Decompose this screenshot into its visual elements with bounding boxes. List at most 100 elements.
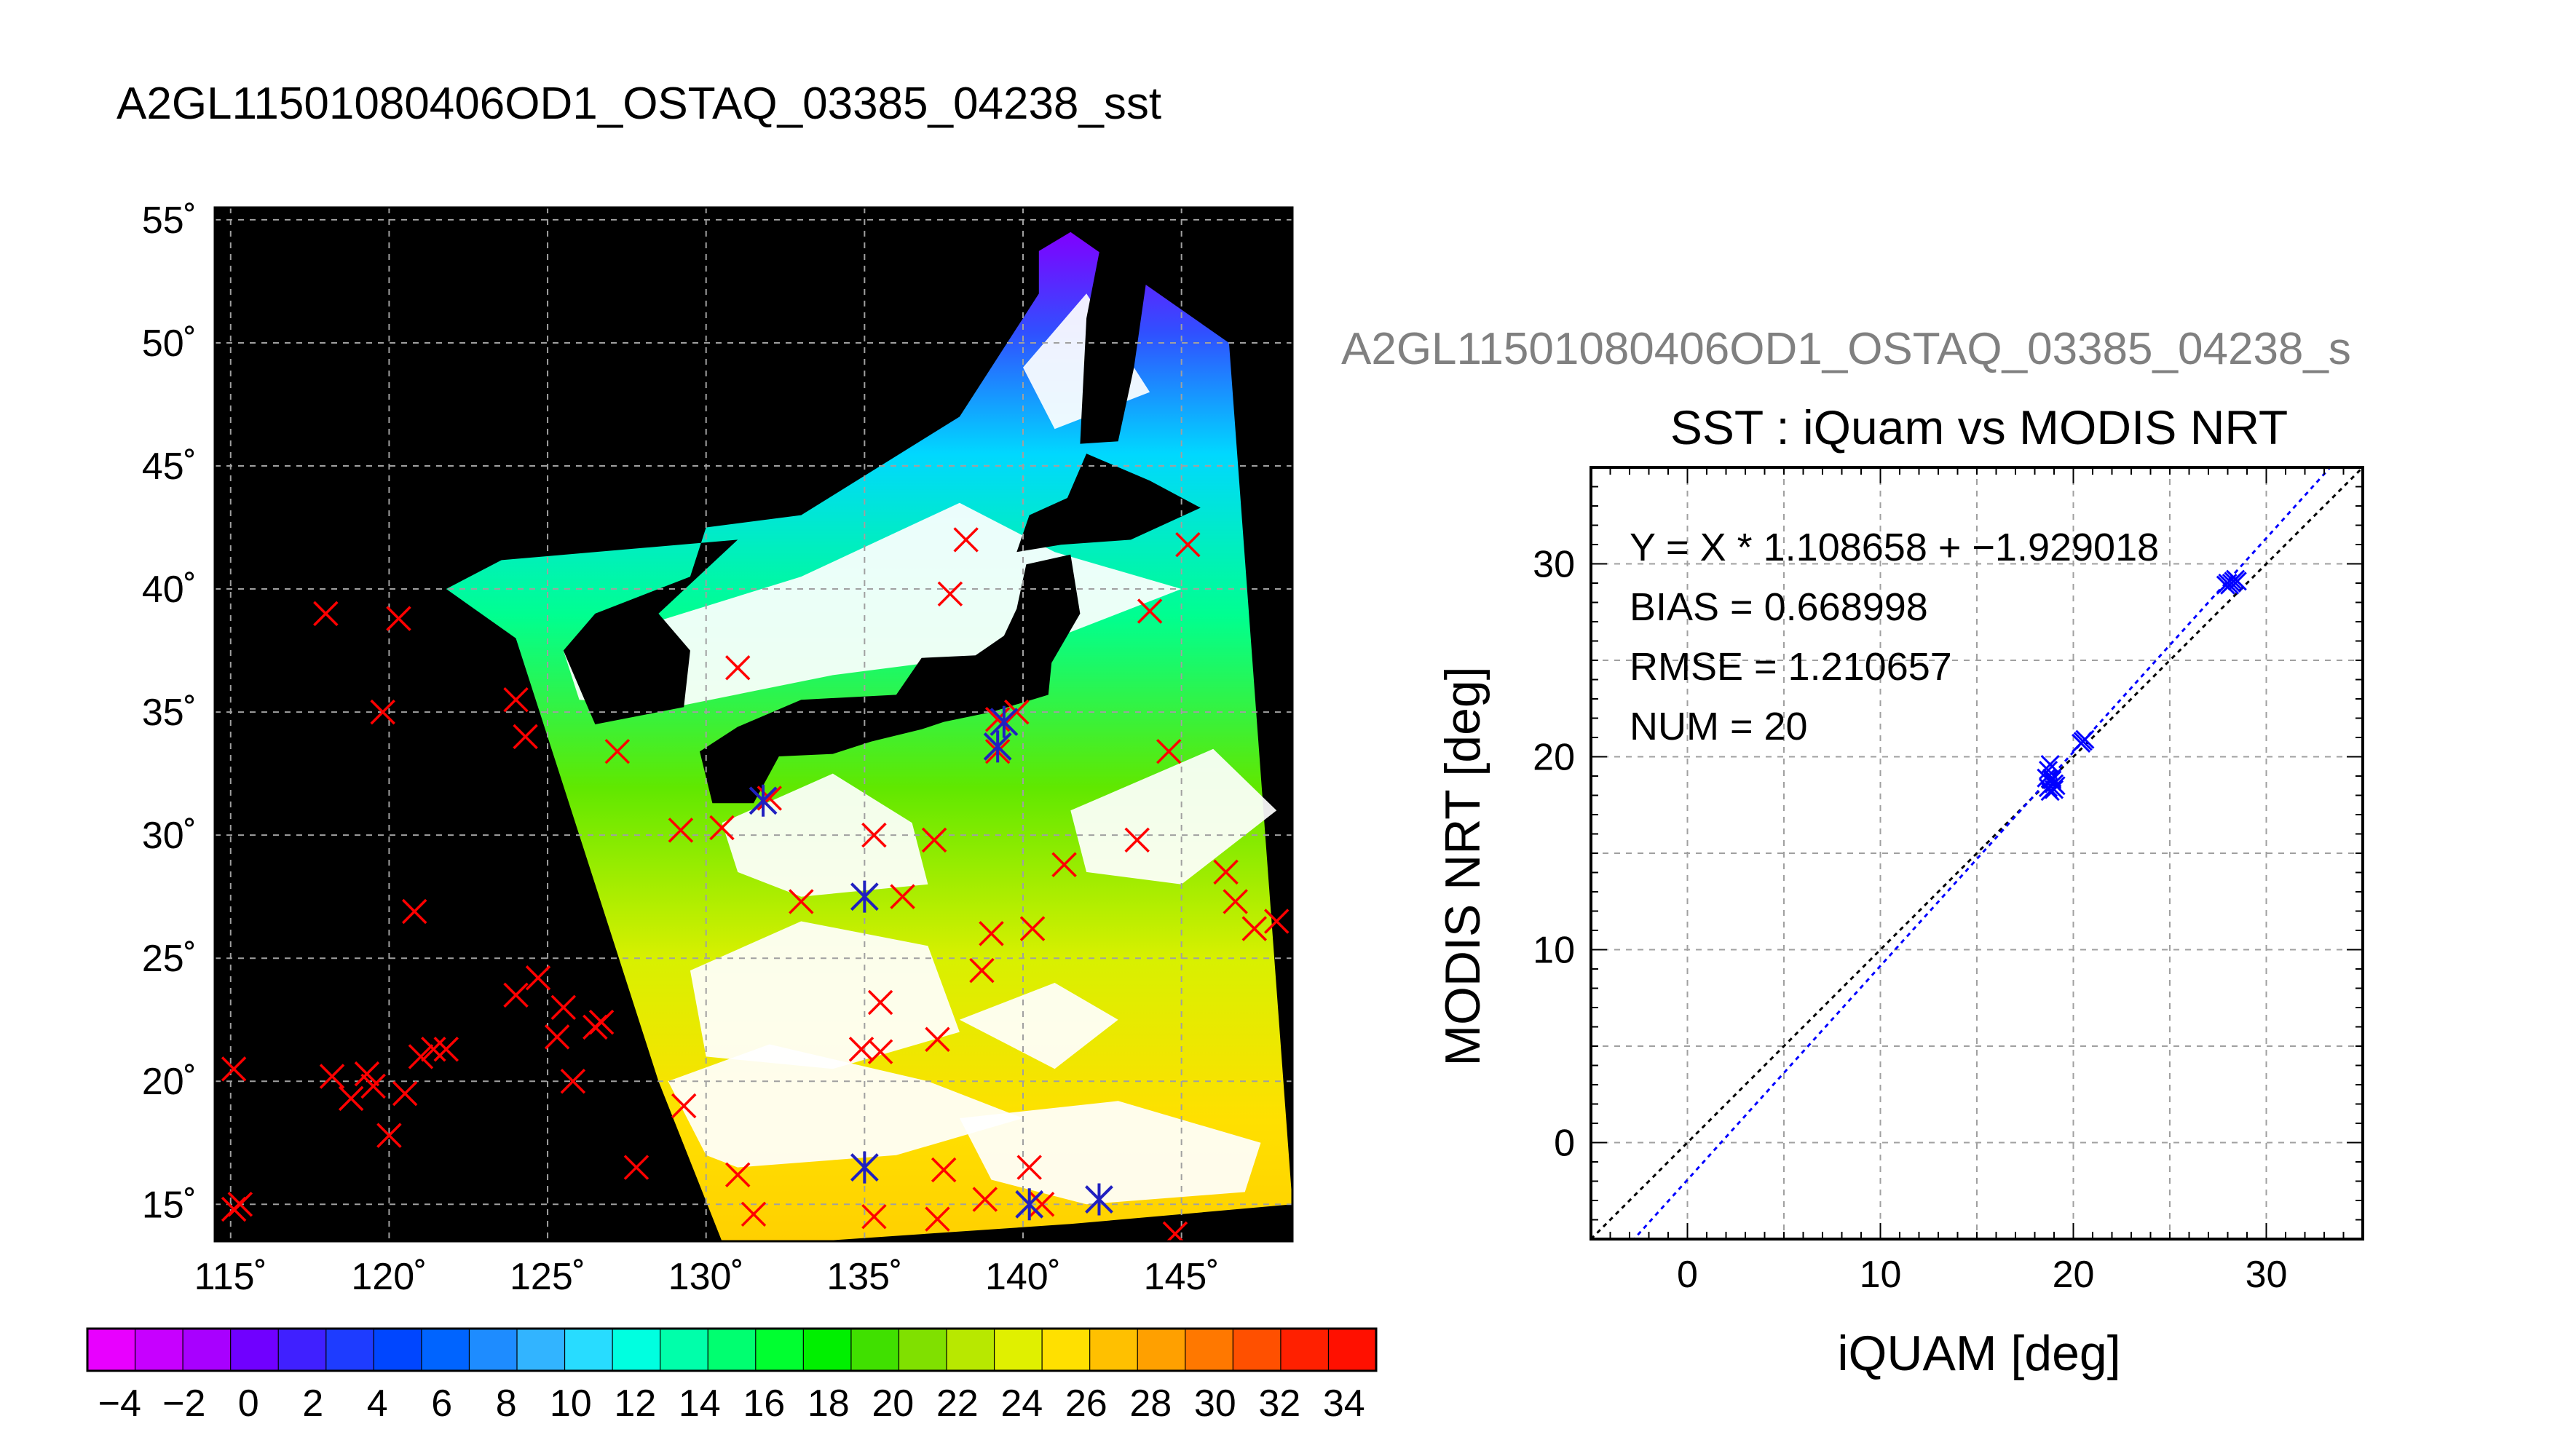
colorbar-cell — [1185, 1329, 1234, 1371]
colorbar-cell — [230, 1329, 280, 1371]
plot-gridlines — [1591, 467, 2363, 1239]
lon-tick-label: 145˚ — [1144, 1256, 1220, 1298]
scatter-subtitle: SST : iQuam vs MODIS NRT — [1670, 400, 2288, 454]
cloud-patch — [959, 1101, 1261, 1205]
plot-border — [1590, 466, 2364, 1241]
insitu-marker — [668, 818, 694, 843]
colorbar-cell — [278, 1329, 327, 1371]
stat-num: NUM = 20 — [1630, 705, 1808, 748]
insitu-marker — [503, 687, 529, 713]
insitu-marker — [392, 1080, 418, 1107]
sst-colorbar: −4 −2 0 2 4 6 8 10 12 14 16 18 20 22 24 … — [86, 1327, 1378, 1425]
insitu-marker — [221, 1196, 247, 1222]
insitu-marker — [861, 822, 887, 848]
insitu-marker — [313, 601, 339, 627]
insitu-marker — [867, 1039, 893, 1064]
y-tick-label: 30 — [1533, 544, 1575, 586]
insitu-marker — [925, 1026, 950, 1052]
colorbar-labels: −4 −2 0 2 4 6 8 10 12 14 16 18 20 22 24 … — [98, 1382, 1365, 1425]
land-polygon — [389, 951, 450, 1027]
insitu-marker — [550, 994, 577, 1021]
colorbar-label: 2 — [302, 1382, 323, 1425]
y-tick-label: 0 — [1554, 1123, 1575, 1165]
insitu-marker — [408, 1044, 434, 1069]
insitu-marker — [861, 1203, 887, 1230]
colorbar-label: 22 — [936, 1382, 979, 1425]
insitu-marker — [724, 655, 751, 681]
lat-tick-label: 55˚ — [142, 199, 197, 242]
colorbar-cell — [947, 1329, 995, 1371]
insitu-marker — [972, 1187, 998, 1212]
cloud-patch — [563, 502, 1182, 708]
insitu-marker — [354, 1061, 380, 1087]
scatter-points — [2037, 569, 2247, 802]
insitu-marker — [921, 827, 947, 853]
x-tick-label: 0 — [1677, 1254, 1698, 1296]
sst-map: 55˚ 50˚ 45˚ 40˚ 35˚ 30˚ 25˚ 20˚ 15˚ 115˚… — [142, 199, 1294, 1298]
colorbar-label: 26 — [1065, 1382, 1107, 1425]
latitude-ticks: 55˚ 50˚ 45˚ 40˚ 35˚ 30˚ 25˚ 20˚ 15˚ — [142, 199, 197, 1226]
y-axis-label: MODIS NRT [deg] — [1435, 666, 1490, 1066]
y-tick-label: 20 — [1533, 737, 1575, 779]
insitu-marker — [525, 965, 551, 991]
colorbar-cell — [374, 1329, 422, 1371]
scatter-point — [2216, 575, 2235, 595]
colorbar-cell — [325, 1329, 375, 1371]
colorbar-label: 20 — [872, 1382, 914, 1425]
insitu-marker — [671, 1093, 697, 1119]
one-to-one-line — [1591, 467, 2363, 1239]
colorbar-cell — [850, 1329, 900, 1371]
colorbar-cell — [1328, 1329, 1377, 1371]
lat-tick-label: 15˚ — [142, 1184, 197, 1226]
scatter-point — [2227, 571, 2247, 591]
insitu-marker — [741, 1201, 767, 1227]
scatter-point — [2222, 573, 2241, 593]
colorbar-label: 12 — [614, 1382, 656, 1425]
colorbar-label: 4 — [367, 1382, 388, 1425]
insitu-marker — [604, 738, 631, 764]
scatter-panel-title: A2GL11501080406OD1_OSTAQ_03385_04238_s — [1341, 324, 2351, 374]
insitu-marker — [1004, 699, 1030, 725]
colorbar-label: 16 — [743, 1382, 785, 1425]
insitu-marker — [969, 957, 995, 984]
scatter-point — [2046, 776, 2066, 796]
insitu-marker — [560, 1069, 586, 1094]
lat-tick-label: 20˚ — [142, 1061, 197, 1103]
scatter-point — [2040, 755, 2060, 775]
colorbar-cell — [899, 1329, 947, 1371]
colorbar-label: 6 — [431, 1382, 452, 1425]
colorbar-cell — [803, 1329, 852, 1371]
insitu-marker — [1029, 1192, 1055, 1217]
colorbar-cell — [612, 1329, 661, 1371]
colorbar-cell — [994, 1329, 1043, 1371]
regression-stats: Y = X * 1.108658 + −1.929018 BIAS = 0.66… — [1630, 526, 2159, 748]
colorbar-label: −4 — [98, 1382, 141, 1425]
insitu-marker — [1241, 916, 1268, 941]
colorbar-cell — [87, 1329, 136, 1371]
insitu-marker — [789, 889, 814, 914]
colorbar-label: 30 — [1194, 1382, 1236, 1425]
scatter-point — [2037, 768, 2056, 788]
lat-tick-label: 30˚ — [142, 815, 197, 857]
insitu-marker — [979, 921, 1004, 946]
insitu-marker — [588, 1009, 615, 1035]
x-tick-label: 30 — [2246, 1254, 2288, 1296]
lat-tick-label: 25˚ — [142, 938, 197, 980]
lon-tick-label: 130˚ — [668, 1256, 744, 1298]
colorbar-label: 28 — [1129, 1382, 1172, 1425]
insitu-marker — [1019, 916, 1046, 941]
cloud-patch — [668, 1044, 1023, 1168]
cloud-patch — [959, 983, 1118, 1069]
insitu-marker — [376, 1123, 402, 1148]
colorbar-cell — [1233, 1329, 1282, 1371]
colorbar-label: 34 — [1323, 1382, 1365, 1425]
scatter-point — [2038, 760, 2058, 780]
colorbar-cell — [1280, 1329, 1330, 1371]
colorbar-label: 32 — [1258, 1382, 1300, 1425]
lon-tick-label: 135˚ — [826, 1256, 902, 1298]
matchup-marker — [1015, 1188, 1044, 1221]
cloud-patch — [1070, 748, 1277, 885]
map-border — [213, 206, 1294, 1243]
colorbar-label: 0 — [238, 1382, 259, 1425]
